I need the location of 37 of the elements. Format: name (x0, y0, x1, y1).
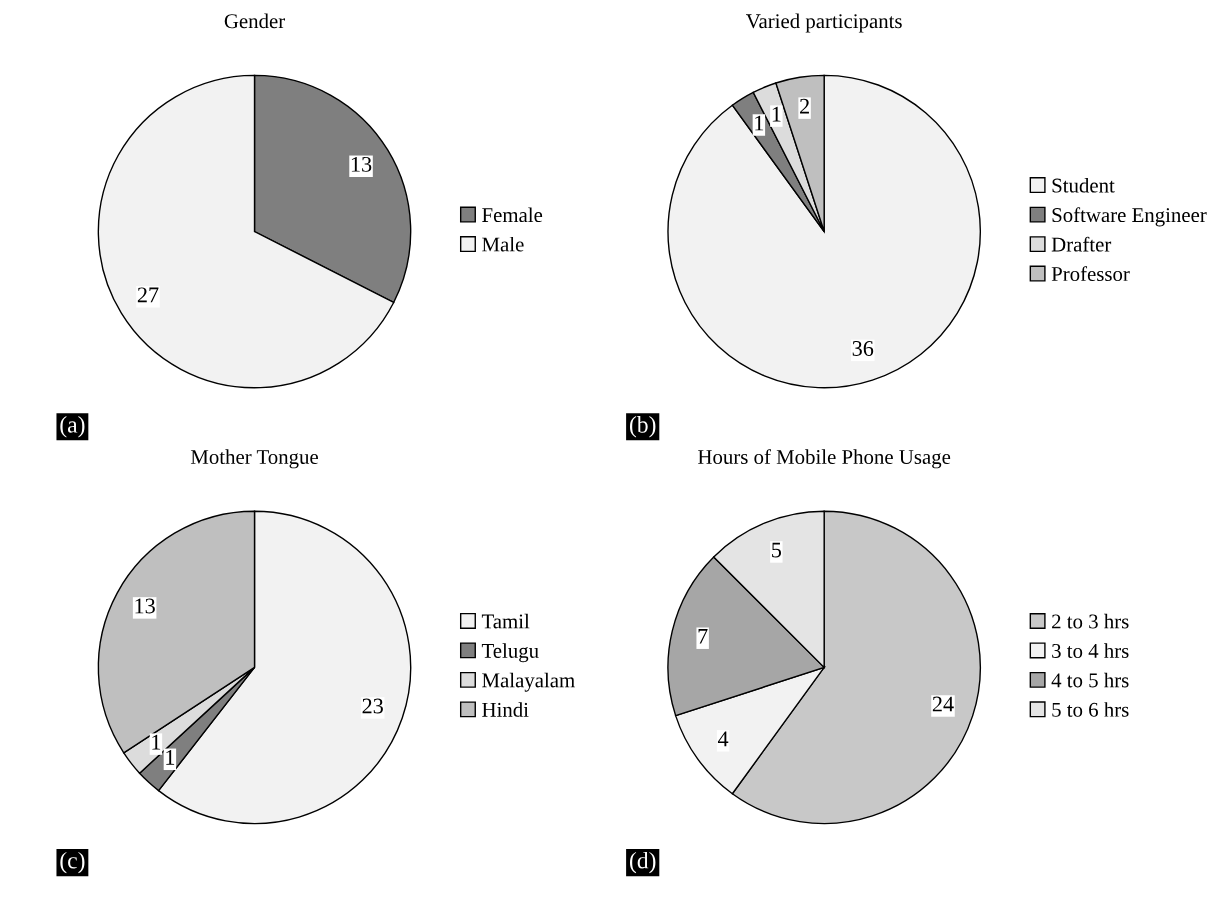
chart-title: Hours of Mobile Phone Usage (698, 449, 951, 469)
text: (c) (60, 851, 85, 874)
legend-label: 5 to 6 hrs (1052, 702, 1129, 717)
data-label: 1 (152, 734, 161, 750)
data-label: 5 (772, 542, 782, 558)
chart-title: Mother Tongue (190, 449, 318, 469)
data-label: 13 (351, 156, 372, 172)
data-label: 1 (166, 749, 175, 765)
legend-label: Software Engineer (1052, 207, 1207, 227)
legend-label: 4 to 5 hrs (1051, 672, 1129, 688)
data-label: 2 (800, 98, 809, 114)
data-label: 36 (852, 340, 874, 356)
legend-label: Male (482, 236, 524, 252)
text: (d) (629, 851, 656, 874)
legend-label: Telugu (481, 643, 539, 663)
legend-label: Tamil (481, 613, 530, 629)
legend-label: Drafter (1051, 236, 1112, 252)
data-label: 13 (135, 598, 155, 614)
data-label: 4 (717, 731, 729, 747)
chart-title: Gender (224, 13, 285, 29)
text: (a) (60, 416, 85, 438)
data-label: 1 (772, 106, 781, 122)
data-label: 24 (932, 696, 954, 712)
legend-label: 3 to 4 hrs (1052, 643, 1129, 658)
legend-label: Female (482, 207, 543, 223)
legend-label: 2 to 3 hrs (1052, 613, 1129, 629)
legend-label: Student (1052, 177, 1115, 193)
data-label: 1 (755, 115, 764, 131)
data-label: 7 (698, 629, 708, 644)
legend-label: Professor (1051, 266, 1130, 282)
pie-slice (667, 74, 982, 389)
legend-label: Hindi (482, 702, 529, 717)
data-label: 23 (362, 698, 383, 714)
data-label: 27 (137, 287, 159, 303)
legend-label: Malayalam (482, 672, 575, 692)
chart-title: Varied participants (746, 13, 902, 33)
text: (b) (629, 416, 656, 438)
